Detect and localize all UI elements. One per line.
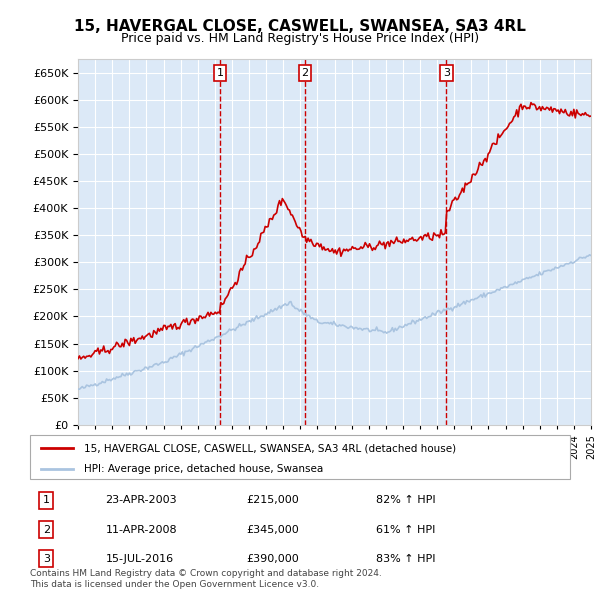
Text: 1: 1 (43, 495, 50, 505)
Text: 3: 3 (443, 68, 450, 78)
Text: 23-APR-2003: 23-APR-2003 (106, 495, 177, 505)
Text: 61% ↑ HPI: 61% ↑ HPI (376, 525, 435, 535)
Text: Contains HM Land Registry data © Crown copyright and database right 2024.
This d: Contains HM Land Registry data © Crown c… (30, 569, 382, 589)
Text: 2: 2 (301, 68, 308, 78)
Text: £215,000: £215,000 (246, 495, 299, 505)
Text: HPI: Average price, detached house, Swansea: HPI: Average price, detached house, Swan… (84, 464, 323, 474)
Text: 83% ↑ HPI: 83% ↑ HPI (376, 554, 435, 564)
Text: 15-JUL-2016: 15-JUL-2016 (106, 554, 174, 564)
Text: £345,000: £345,000 (246, 525, 299, 535)
Text: 11-APR-2008: 11-APR-2008 (106, 525, 177, 535)
Text: 82% ↑ HPI: 82% ↑ HPI (376, 495, 435, 505)
Text: 15, HAVERGAL CLOSE, CASWELL, SWANSEA, SA3 4RL (detached house): 15, HAVERGAL CLOSE, CASWELL, SWANSEA, SA… (84, 443, 456, 453)
Text: £390,000: £390,000 (246, 554, 299, 564)
Text: 15, HAVERGAL CLOSE, CASWELL, SWANSEA, SA3 4RL: 15, HAVERGAL CLOSE, CASWELL, SWANSEA, SA… (74, 19, 526, 34)
Text: 2: 2 (43, 525, 50, 535)
Text: 1: 1 (217, 68, 224, 78)
Text: Price paid vs. HM Land Registry's House Price Index (HPI): Price paid vs. HM Land Registry's House … (121, 32, 479, 45)
Text: 3: 3 (43, 554, 50, 564)
FancyBboxPatch shape (30, 435, 570, 479)
